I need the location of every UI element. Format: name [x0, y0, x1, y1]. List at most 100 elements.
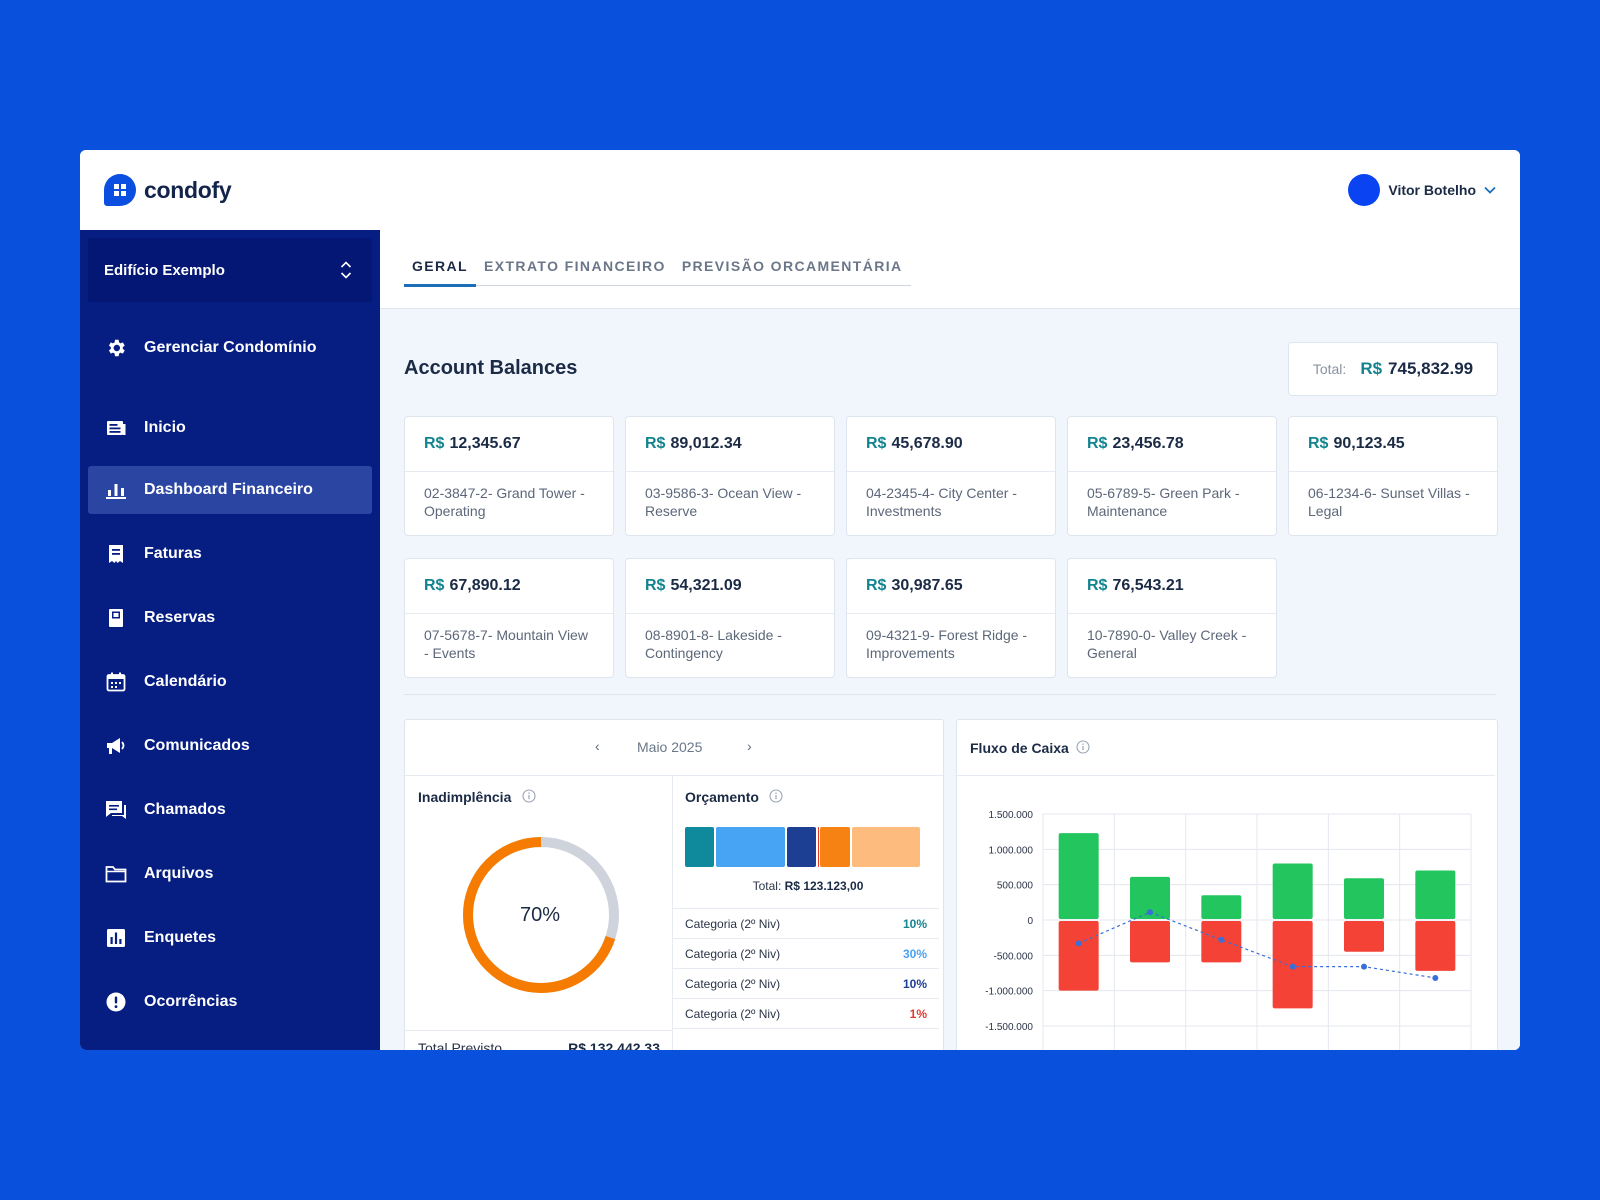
sidebar-item-label: Gerenciar Condomínio [144, 339, 317, 356]
balance-point [1147, 909, 1153, 916]
account-card[interactable]: R$ 23,456.78 05-6789-5- Green Park - Main… [1067, 416, 1277, 536]
balance-point [1218, 936, 1225, 943]
sidebar-item-calendario[interactable]: Calendário [88, 658, 372, 706]
sidebar-item-comunicados[interactable]: Comunicados [88, 722, 372, 770]
newspaper-icon [104, 416, 128, 440]
currency-label: R$ [1087, 435, 1108, 452]
account-card[interactable]: R$ 67,890.12 07-5678-7- Mountain View - E… [404, 558, 614, 678]
book-icon [104, 606, 128, 630]
gear-icon [104, 336, 128, 360]
y-tick-label: 0 [1027, 916, 1033, 927]
category-name: Categoria (2º Niv) [685, 977, 781, 991]
category-percent: 10% [902, 917, 927, 931]
user-menu[interactable]: Vitor Botelho [1348, 174, 1496, 206]
balance-line [1078, 911, 1436, 979]
chevron-left-icon[interactable]: ‹ [595, 738, 600, 754]
inadimplencia-title: Inadimplência [418, 789, 512, 805]
budget-bar-segment [851, 827, 921, 867]
account-card[interactable]: R$ 30,987.65 09-4321-9- Forest Ridge - Im… [846, 558, 1056, 678]
currency-label: R$ [645, 435, 666, 452]
budget-total-value: R$ 123.123,00 [784, 879, 864, 893]
account-name: 10-7890-0- Valley Creek - General [1087, 627, 1247, 661]
sidebar-item-ocorrencias[interactable]: Ocorrências [88, 978, 372, 1026]
sidebar-item-arquivos[interactable]: Arquivos [88, 850, 372, 898]
orcamento-title: Orçamento [685, 789, 759, 805]
account-card[interactable]: R$ 90,123.45 06-1234-6- Sunset Villas - L… [1288, 416, 1498, 536]
sidebar-item-label: Enquetes [144, 929, 217, 946]
sidebar-item-faturas[interactable]: Faturas [88, 530, 372, 578]
sidebar-item-label: Arquivos [144, 865, 214, 882]
chevron-up-down-icon[interactable] [340, 260, 352, 285]
sidebar-item-label: Dashboard Financeiro [144, 481, 313, 498]
building-selector[interactable]: Edifício Exemplo [88, 238, 372, 302]
account-balance: 67,890.12 [449, 577, 521, 594]
sidebar-item-dashboard-financeiro[interactable]: Dashboard Financeiro [88, 466, 372, 514]
cash-flow-header: Fluxo de Caixa [957, 720, 1495, 776]
tab-extrato-financeiro[interactable]: EXTRATO FINANCEIRO [484, 258, 666, 274]
balance-point [1361, 963, 1367, 970]
budget-category-row[interactable]: Categoria (2º Niv) 30% [673, 938, 939, 969]
category-name: Categoria (2º Niv) [685, 947, 781, 961]
period-label: Maio 2025 [637, 739, 703, 755]
sidebar-item-enquetes[interactable]: Enquetes [88, 914, 372, 962]
currency-label: R$ [424, 577, 445, 594]
bar-outflow [1130, 921, 1170, 963]
sidebar-item-gerenciar-condominio[interactable]: Gerenciar Condomínio [88, 324, 372, 372]
sidebar-item-label: Comunicados [144, 737, 250, 754]
budget-category-row[interactable]: Categoria (2º Niv) 10% [673, 968, 939, 999]
bar-inflow [1272, 863, 1313, 919]
building-logo-icon [104, 174, 136, 206]
sidebar-item-chamados[interactable]: Chamados [88, 786, 372, 834]
account-balance: 30,987.65 [891, 577, 963, 594]
account-name: 02-3847-2- Grand Tower - Operating [424, 485, 585, 519]
category-percent: 10% [902, 977, 927, 991]
app-window: condofy Vitor Botelho Edifício Exemplo G… [80, 150, 1520, 1050]
bar-inflow [1201, 895, 1242, 919]
account-balance: 89,012.34 [670, 435, 742, 452]
chat-icon [104, 798, 128, 822]
account-balance: 23,456.78 [1112, 435, 1184, 452]
account-card[interactable]: R$ 45,678.90 04-2345-4- City Center - Inv… [846, 416, 1056, 536]
total-previsto-value: R$ 132.442,33 [568, 1040, 660, 1050]
budget-bar-segment [716, 827, 785, 867]
currency-label: R$ [645, 577, 666, 594]
cash-flow-chart: 1.500.000 1.000.000 500.000 0 -500.000 -1.000… [985, 810, 1472, 1050]
account-card[interactable]: R$ 76,543.21 10-7890-0- Valley Creek - Ge… [1067, 558, 1277, 678]
budget-total-label: Total: [752, 879, 782, 893]
sidebar-item-inicio[interactable]: Inicio [88, 404, 372, 452]
info-icon[interactable] [769, 789, 783, 808]
bar-inflow [1415, 870, 1456, 919]
chevron-down-icon[interactable] [1484, 181, 1496, 199]
sidebar-item-reservas[interactable]: Reservas [88, 594, 372, 642]
tab-previsao-orcamentaria[interactable]: PREVISÃO ORCAMENTÁRIA [681, 258, 903, 274]
account-card[interactable]: R$ 12,345.67 02-3847-2- Grand Tower - Ope… [404, 416, 614, 536]
y-tick-label: 1.000.000 [989, 845, 1034, 856]
building-name: Edifício Exemplo [104, 261, 225, 279]
info-icon[interactable] [1076, 740, 1090, 759]
donut-arc [463, 837, 619, 993]
account-card[interactable]: R$ 89,012.34 03-9586-3- Ocean View - Rese… [625, 416, 835, 536]
budget-category-row[interactable]: Categoria (2º Niv) 10% [673, 908, 939, 939]
bar-inflow [1130, 876, 1170, 919]
account-name: 09-4321-9- Forest Ridge - Improvements [866, 627, 1028, 661]
account-balance: 54,321.09 [670, 577, 742, 594]
avatar[interactable] [1348, 174, 1381, 206]
chevron-right-icon[interactable]: › [747, 738, 752, 754]
tab-geral[interactable]: GERAL [404, 254, 476, 287]
y-tick-label: -1.500.000 [985, 1022, 1033, 1033]
currency-label: R$ [424, 435, 445, 452]
account-card[interactable]: R$ 54,321.09 08-8901-8- Lakeside - Contin… [625, 558, 835, 678]
account-name: 05-6789-5- Green Park - Maintenance [1087, 485, 1240, 519]
y-tick-label: -500.000 [994, 951, 1034, 962]
budget-category-row[interactable]: Categoria (2º Niv) 1% [673, 998, 939, 1029]
total-balance: Total: R$ 745,832.99 [1288, 342, 1498, 396]
budget-stacked-bar [685, 827, 927, 867]
sidebar-item-label: Inicio [144, 419, 186, 436]
budget-total: Total: R$ 123.123,00 [673, 879, 943, 893]
main-content: GERAL EXTRATO FINANCEIRO PREVISÃO ORCAME… [380, 230, 1520, 1050]
info-icon[interactable] [522, 789, 536, 808]
budget-bar-segment [685, 827, 715, 867]
brand-logo[interactable]: condofy [104, 174, 232, 206]
account-balance: 76,543.21 [1112, 577, 1184, 594]
donut-percent-label: 70% [519, 904, 561, 926]
